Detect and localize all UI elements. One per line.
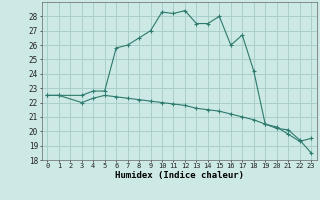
X-axis label: Humidex (Indice chaleur): Humidex (Indice chaleur) [115, 171, 244, 180]
